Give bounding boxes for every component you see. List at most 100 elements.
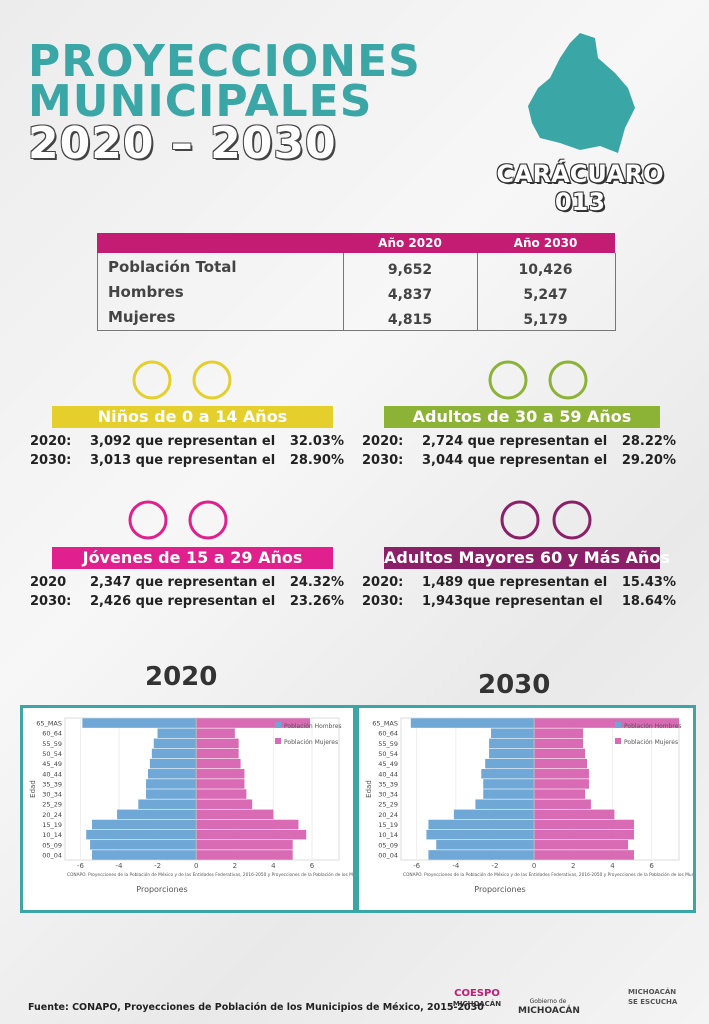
y-tick-label: 40_44 (378, 770, 398, 778)
chart-note: CONAPO. Proyecciones de la Población de … (403, 871, 696, 878)
x-tick-label: -6 (413, 862, 421, 870)
y-tick-label: 05_09 (42, 841, 62, 849)
bar (196, 809, 274, 820)
municipality: CARÁCUARO (496, 160, 664, 188)
bar (534, 829, 634, 840)
y-tick-label: 45_49 (42, 760, 62, 768)
group-pct: 32.03% (289, 434, 344, 449)
table-column: Año 2030 (513, 236, 578, 250)
source: Fuente: CONAPO, Proyecciones de Població… (28, 1002, 484, 1013)
table-divider (477, 253, 478, 331)
y-axis-label: Edad (29, 780, 37, 798)
logo-text: MICHOACÁN (518, 1006, 580, 1016)
group-header: Adultos Mayores 60 y Más Años (384, 547, 670, 569)
group-pct: 29.20% (621, 453, 676, 468)
group-year: 2030: (362, 453, 404, 468)
bar (196, 738, 239, 749)
logo-text: Gobierno de (529, 998, 567, 1005)
bar (149, 758, 197, 769)
bar (410, 718, 535, 728)
bar (426, 829, 535, 840)
group-text: 3,092 que representan el (90, 434, 276, 449)
y-tick-label: 50_54 (42, 750, 62, 758)
bar (428, 850, 535, 860)
legend-label: Población Mujeres (284, 739, 338, 746)
table-label: Mujeres (108, 308, 176, 326)
y-tick-label: 50_54 (378, 750, 398, 758)
bar (196, 748, 239, 759)
bar (475, 799, 535, 809)
x-axis-label: Proporciones (136, 885, 187, 894)
bar (534, 840, 629, 850)
table-divider (343, 253, 344, 331)
bar (483, 789, 535, 799)
bar (534, 809, 615, 820)
group-text: 1,489 que representan el (422, 575, 608, 590)
bar (146, 789, 197, 799)
chart: -6 -4 -2 0 2 4 6 00_04 05_09 10_14 15_19 20_24 25_29… (356, 705, 696, 913)
bar (82, 718, 197, 728)
bar (196, 799, 253, 809)
group-pct: 28.22% (621, 434, 676, 449)
y-tick-label: 45_49 (378, 760, 398, 768)
legend-label: Población Mujeres (624, 739, 678, 746)
group-year: 2030: (30, 594, 72, 609)
map (528, 33, 635, 153)
icons (128, 360, 592, 540)
group-pct: 23.26% (289, 594, 344, 609)
bar (481, 769, 535, 779)
x-tick-label: 4 (271, 862, 276, 870)
bar (196, 819, 299, 830)
y-tick-label: 60_64 (378, 730, 398, 738)
legend-swatch (615, 738, 621, 744)
title-line: MUNICIPALES (28, 76, 373, 127)
municipality-code: 013 (554, 188, 606, 216)
y-tick-label: 30_34 (378, 791, 398, 799)
group-pct: 28.90% (289, 453, 344, 468)
y-tick-label: 65_MAS (372, 720, 398, 728)
y-tick-label: 05_09 (378, 841, 398, 849)
bar (196, 758, 241, 769)
bar (534, 789, 586, 799)
table-label: Hombres (108, 283, 184, 301)
group-text: 2,724 que representan el (422, 434, 608, 449)
bar (534, 748, 586, 759)
bar (90, 840, 197, 850)
bar (534, 758, 587, 769)
chart: -6 -4 -2 0 2 4 6 00_04 05_09 10_14 15_19 20_24 25_29… (20, 705, 356, 913)
group-text: 2,426 que representan el (90, 594, 276, 609)
y-tick-label: 35_39 (378, 780, 398, 788)
group-text: 3,044 que representan el (422, 453, 608, 468)
bar (485, 758, 535, 769)
x-tick-label: 2 (233, 862, 237, 870)
bar (534, 769, 589, 779)
bar (86, 829, 197, 840)
table-cell: 9,652 (387, 262, 433, 278)
group-header: Adultos de 30 a 59 Años (384, 406, 660, 428)
y-tick-label: 15_19 (42, 821, 62, 829)
bar (196, 829, 307, 840)
bar (153, 738, 197, 749)
bar (196, 840, 293, 850)
chart-title: 2020 (145, 662, 218, 692)
bar (489, 748, 535, 759)
x-tick-label: 4 (610, 862, 615, 870)
bar (196, 718, 311, 728)
chart-title: 2030 (478, 670, 551, 700)
y-tick-label: 00_04 (378, 851, 398, 859)
bar (534, 728, 584, 738)
table-cell: 4,837 (387, 287, 433, 303)
chart-note: CONAPO. Proyecciones de la Población de … (67, 871, 356, 878)
y-tick-label: 60_64 (42, 730, 62, 738)
bar (92, 819, 197, 830)
x-tick-label: 0 (194, 862, 198, 870)
logo-text: MICHOACÁN (628, 988, 677, 996)
x-axis-label: Proporciones (474, 885, 525, 894)
y-tick-label: 25_29 (42, 801, 62, 809)
bar (483, 779, 535, 789)
title-years: 2020 – 2030 (28, 118, 337, 169)
logo-text: SE ESCUCHA (628, 998, 678, 1006)
bar (157, 728, 197, 738)
legend-swatch (275, 722, 281, 728)
group-header: Jóvenes de 15 a 29 Años (52, 547, 333, 569)
